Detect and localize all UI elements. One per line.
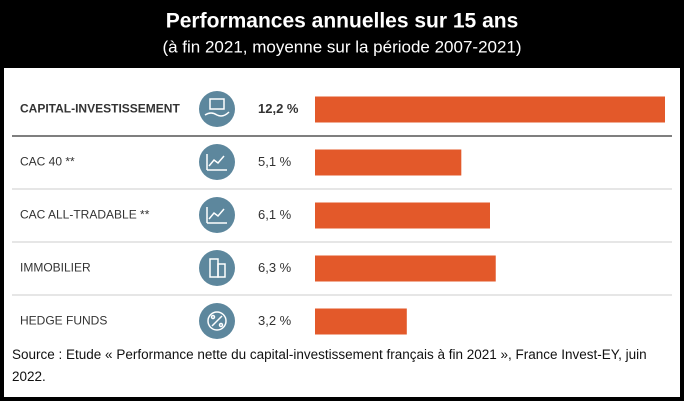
bar <box>315 149 462 176</box>
category-label: HEDGE FUNDS <box>20 314 107 328</box>
value-label: 6,3 % <box>258 260 292 275</box>
category-label: IMMOBILIER <box>20 261 91 275</box>
bar <box>315 202 490 229</box>
category-label: CAPITAL-INVESTISSEMENT <box>20 102 180 116</box>
category-label: CAC ALL-TRADABLE ** <box>20 208 150 222</box>
source-note: Source : Etude « Performance nette du ca… <box>12 347 647 384</box>
panel <box>4 68 680 397</box>
icon-glyphs <box>204 98 230 331</box>
chart-title: Performances annuelles sur 15 ans <box>166 10 519 33</box>
chart-subtitle: (à fin 2021, moyenne sur la période 2007… <box>162 37 521 56</box>
bar <box>315 96 665 123</box>
value-label: 5,1 % <box>258 154 292 169</box>
value-label: 6,1 % <box>258 207 292 222</box>
value-label: 3,2 % <box>258 313 292 328</box>
category-label: CAC 40 ** <box>20 155 75 169</box>
bar <box>315 255 496 282</box>
value-label: 12,2 % <box>258 101 299 116</box>
bar <box>315 308 407 335</box>
